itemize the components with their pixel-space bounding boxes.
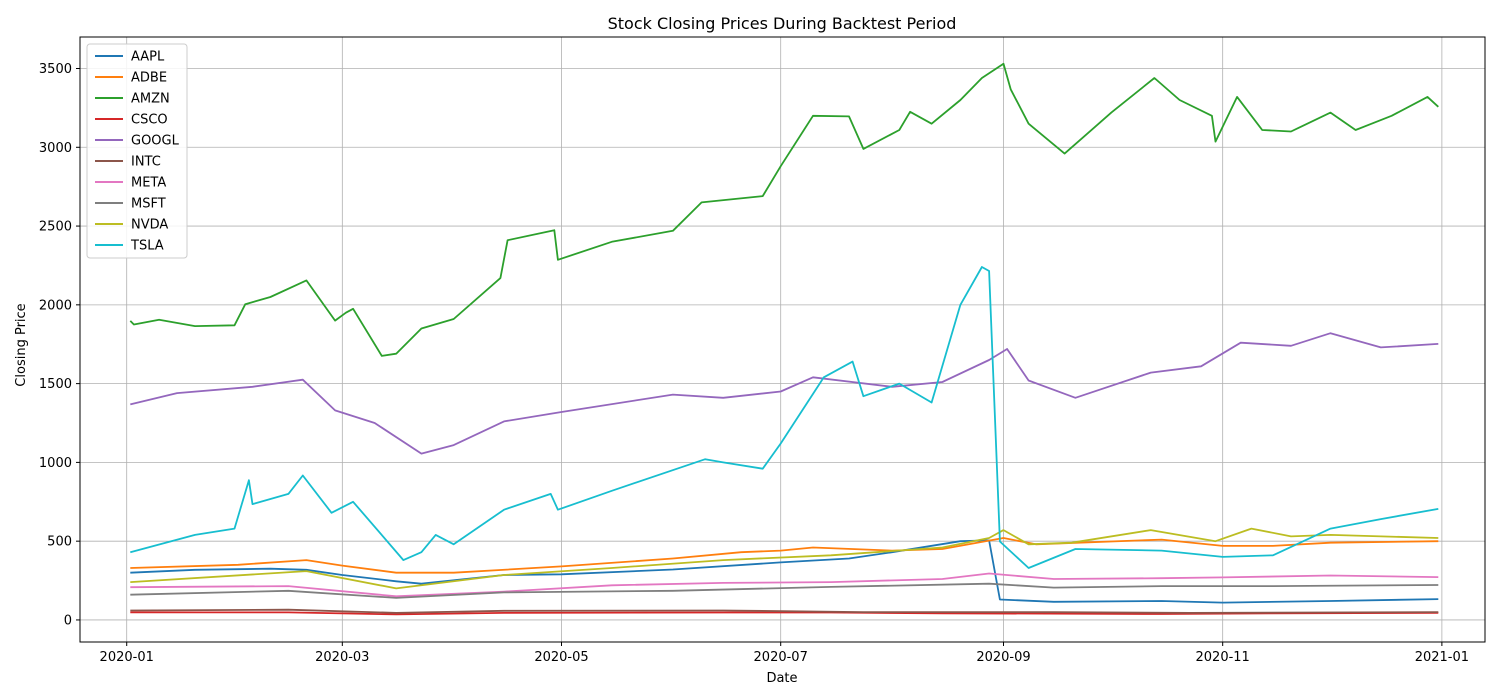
y-tick-label: 1500 xyxy=(39,377,72,392)
legend: AAPL ADBE AMZN CSCO GOOGL INTC META MSFT NVDA TSL… xyxy=(86,43,188,259)
x-axis-label: Date xyxy=(766,671,797,686)
series-line-intc xyxy=(130,608,1439,614)
x-tick-label: 2020-09 xyxy=(976,650,1030,665)
series-line-adbe xyxy=(130,537,1439,574)
chart-title: Stock Closing Prices During Backtest Per… xyxy=(608,14,957,33)
y-axis-label: Closing Price xyxy=(14,303,29,386)
legend-label-aapl: AAPL xyxy=(131,50,165,65)
series-line-aapl xyxy=(130,539,1439,604)
series-line-tsla xyxy=(130,266,1439,569)
legend-label-nvda: NVDA xyxy=(131,218,168,233)
series-line-meta xyxy=(130,572,1439,598)
x-tick-label: 2020-03 xyxy=(315,650,369,665)
y-axis-ticks: 0 500 1000 1500 2000 2500 3000 3500 xyxy=(39,62,80,628)
series-line-msft xyxy=(130,582,1439,599)
grid-lines xyxy=(80,37,1485,642)
legend-label-csco: CSCO xyxy=(131,113,168,128)
y-tick-label: 3500 xyxy=(39,62,72,77)
y-tick-label: 2500 xyxy=(39,220,72,235)
legend-label-adbe: ADBE xyxy=(131,71,167,86)
series-line-amzn xyxy=(129,62,1439,357)
legend-label-meta: META xyxy=(131,176,166,191)
legend-label-googl: GOOGL xyxy=(131,134,180,149)
legend-label-msft: MSFT xyxy=(131,197,166,212)
x-tick-label: 2020-07 xyxy=(754,650,808,665)
series-line-nvda xyxy=(130,527,1439,590)
x-tick-label: 2020-01 xyxy=(100,650,154,665)
plot-frame xyxy=(79,36,1486,643)
y-tick-label: 0 xyxy=(64,613,72,628)
y-tick-label: 1000 xyxy=(39,456,72,471)
series-line-googl xyxy=(130,332,1439,455)
x-tick-label: 2020-05 xyxy=(534,650,588,665)
legend-label-amzn: AMZN xyxy=(131,92,170,107)
y-tick-label: 500 xyxy=(47,535,72,550)
y-tick-label: 3000 xyxy=(39,141,72,156)
legend-label-tsla: TSLA xyxy=(130,239,164,254)
y-tick-label: 2000 xyxy=(39,298,72,313)
x-tick-label: 2020-11 xyxy=(1196,650,1250,665)
series-lines xyxy=(129,62,1439,616)
legend-label-intc: INTC xyxy=(131,155,161,170)
x-axis-ticks: 2020-01 2020-03 2020-05 2020-07 2020-09 2020-… xyxy=(100,642,1469,665)
x-tick-label: 2021-01 xyxy=(1415,650,1469,665)
